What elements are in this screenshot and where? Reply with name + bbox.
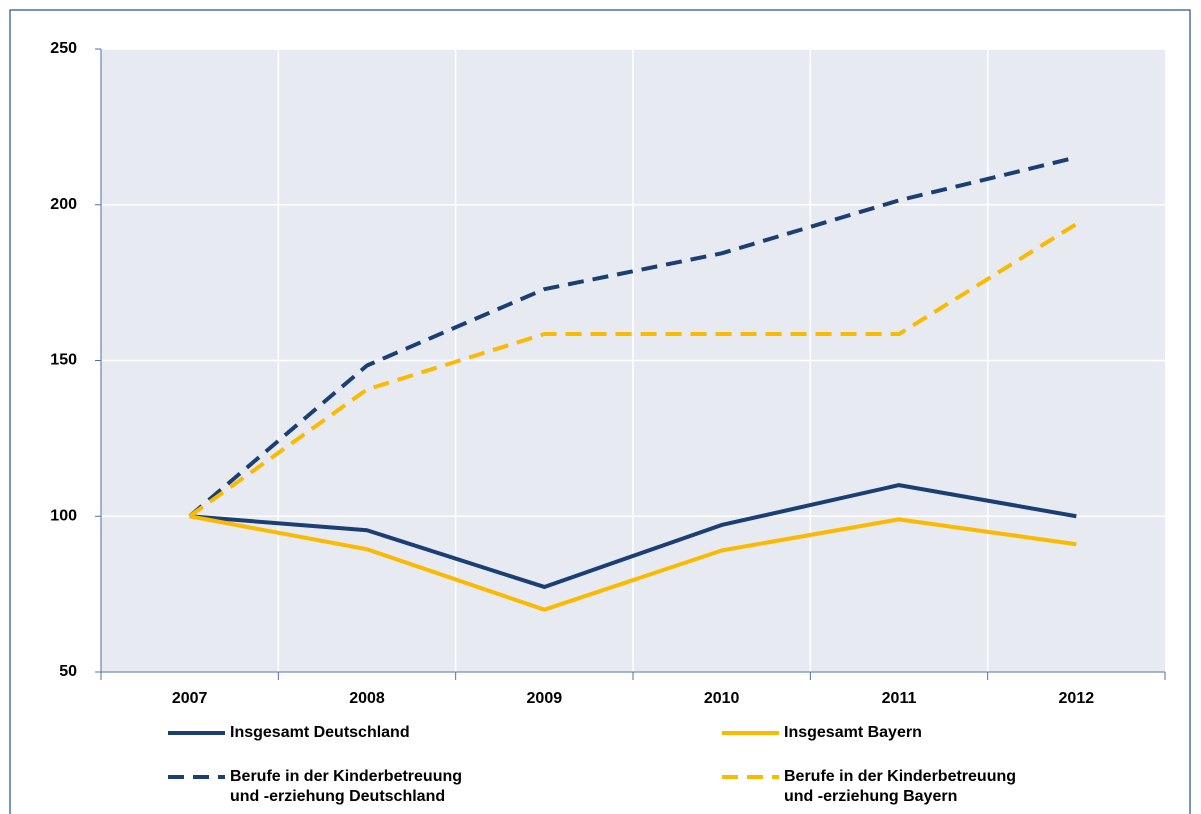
x-tick-label: 2007: [172, 690, 208, 707]
legend-label: Berufe in der Kinderbetreuung und -erzie…: [230, 768, 463, 805]
y-tick-label: 200: [50, 196, 77, 213]
frame: [9, 9, 1191, 814]
x-tick-label: 2012: [1059, 690, 1095, 707]
series-line: [189, 483, 1077, 589]
legend-label: Berufe in der Kinderbetreuung und -erzie…: [784, 768, 1017, 805]
y-tick-label: 100: [50, 507, 77, 524]
legend-label: Insgesamt Bayern: [784, 724, 922, 741]
y-tick-label: 50: [59, 663, 77, 680]
series-line: [189, 514, 1077, 612]
y-tick-label: 150: [50, 352, 77, 369]
legend-label: Insgesamt Deutschland: [230, 724, 410, 741]
x-tick-label: 2008: [349, 690, 385, 707]
x-tick-label: 2009: [527, 690, 563, 707]
x-tick-label: 2011: [882, 690, 917, 707]
x-tick-label: 2010: [704, 690, 740, 707]
y-tick-label: 250: [50, 40, 77, 57]
series-line: [188, 222, 1078, 518]
